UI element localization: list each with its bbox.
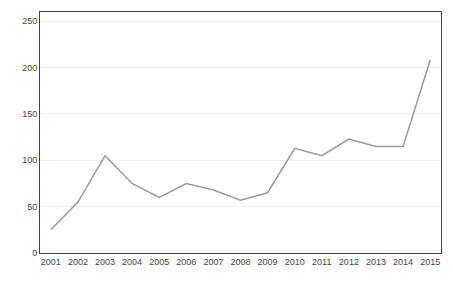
svg-text:150: 150 <box>22 109 37 119</box>
svg-text:2011: 2011 <box>312 257 331 267</box>
svg-text:2013: 2013 <box>366 257 386 267</box>
svg-text:250: 250 <box>22 16 37 26</box>
svg-text:2012: 2012 <box>339 257 359 267</box>
svg-text:2005: 2005 <box>149 257 169 267</box>
svg-text:2002: 2002 <box>68 257 88 267</box>
svg-text:2004: 2004 <box>122 257 142 267</box>
svg-text:2014: 2014 <box>393 257 413 267</box>
svg-text:2008: 2008 <box>230 257 250 267</box>
svg-text:2015: 2015 <box>420 257 440 267</box>
svg-text:2003: 2003 <box>95 257 115 267</box>
svg-text:100: 100 <box>22 155 37 165</box>
svg-text:200: 200 <box>22 63 37 73</box>
svg-text:2001: 2001 <box>41 257 61 267</box>
svg-text:2006: 2006 <box>176 257 196 267</box>
svg-text:0: 0 <box>32 248 37 258</box>
svg-text:50: 50 <box>27 202 37 212</box>
svg-text:2010: 2010 <box>285 257 305 267</box>
svg-text:2009: 2009 <box>258 257 278 267</box>
svg-text:2007: 2007 <box>203 257 223 267</box>
